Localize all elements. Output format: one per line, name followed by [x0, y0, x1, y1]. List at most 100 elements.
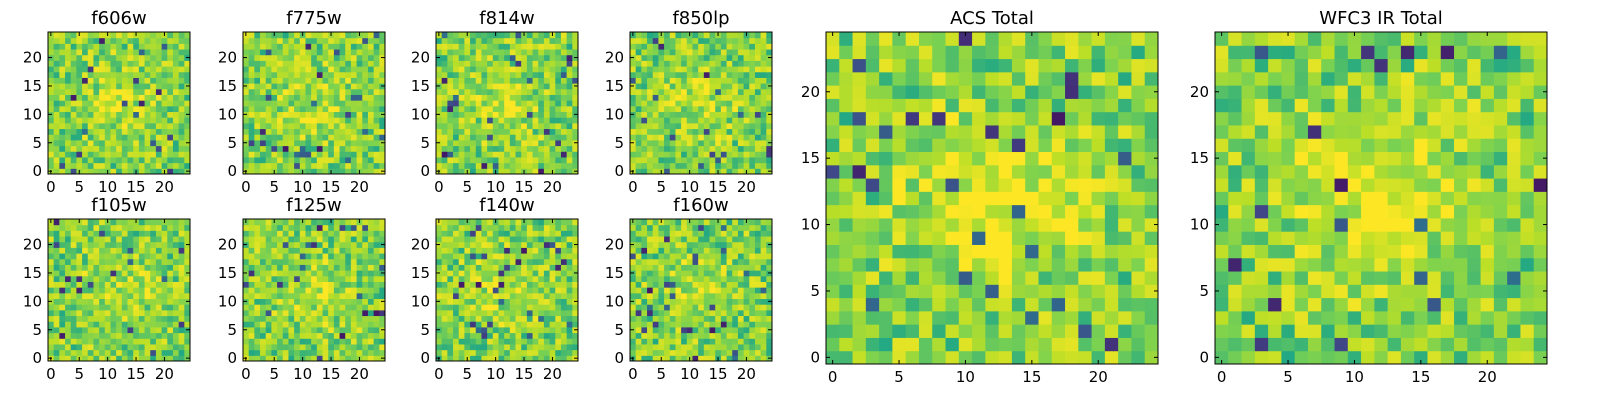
heatmap-cell: [161, 66, 168, 73]
heatmap-cell: [373, 247, 380, 254]
heatmap-cell: [367, 338, 375, 345]
heatmap-cell: [515, 247, 522, 254]
heatmap-cell: [70, 162, 77, 169]
heatmap-cell: [760, 60, 767, 67]
heatmap-cell: [543, 343, 551, 351]
heatmap-cell: [538, 349, 545, 356]
heatmap-cell: [121, 326, 129, 334]
heatmap-cell: [99, 32, 106, 39]
heatmap-cell: [248, 258, 255, 265]
heatmap-cell: [76, 43, 83, 50]
heatmap-cell: [754, 71, 762, 78]
heatmap-cell: [743, 77, 750, 84]
heatmap-cell: [692, 43, 699, 50]
heatmap-cell: [70, 241, 77, 248]
heatmap-cell: [692, 60, 699, 67]
heatmap-cell: [127, 43, 134, 50]
heatmap-cell: [669, 111, 676, 118]
heatmap-cell: [82, 281, 89, 288]
heatmap-cell: [373, 117, 380, 124]
heatmap-cell: [133, 88, 140, 95]
heatmap-cell: [515, 37, 522, 44]
heatmap-cell: [698, 71, 705, 78]
heatmap-cell: [350, 83, 358, 90]
heatmap-cell: [766, 292, 773, 300]
heatmap-cell: [254, 343, 261, 351]
heatmap-cell: [48, 88, 55, 95]
heatmap-cell: [549, 236, 556, 243]
heatmap-cell: [367, 219, 375, 226]
heatmap-cell: [345, 281, 352, 288]
heatmap-cell: [521, 332, 528, 339]
heatmap-cell: [271, 304, 278, 311]
heatmap-cell: [150, 224, 157, 231]
heatmap-cell: [726, 298, 733, 305]
heatmap-cell: [560, 32, 568, 39]
heatmap-cell: [766, 309, 773, 317]
heatmap-cell: [362, 309, 369, 317]
heatmap-cell: [538, 292, 545, 300]
heatmap-cell: [720, 343, 728, 351]
heatmap-cell: [464, 241, 471, 248]
heatmap-cell: [288, 156, 295, 164]
heatmap-cell: [93, 111, 100, 118]
heatmap-cell: [184, 253, 191, 260]
heatmap-cell: [715, 77, 722, 84]
heatmap-cell: [167, 219, 174, 226]
heatmap-cell: [737, 151, 745, 158]
heatmap-cell: [294, 43, 301, 50]
heatmap-cell: [709, 37, 716, 44]
heatmap-cell: [294, 247, 301, 254]
heatmap-cell: [447, 326, 454, 334]
heatmap-cell: [339, 275, 346, 282]
heatmap-cell: [339, 292, 346, 300]
heatmap-cell: [720, 304, 728, 311]
heatmap-cell: [150, 88, 157, 95]
heatmap-cell: [288, 37, 295, 44]
heatmap-cell: [99, 270, 106, 277]
heatmap-cell: [65, 111, 72, 118]
heatmap-cell: [498, 105, 505, 113]
heatmap-cell: [475, 49, 482, 56]
x-tick-label: 10: [680, 178, 699, 196]
heatmap-cell: [82, 139, 89, 147]
heatmap-cell: [715, 151, 722, 158]
heatmap-cell: [121, 315, 129, 322]
heatmap-cell: [59, 88, 66, 95]
heatmap-cell: [664, 117, 671, 124]
heatmap-cell: [356, 88, 363, 95]
heatmap-cell: [458, 94, 465, 101]
heatmap-cell: [555, 105, 562, 113]
heatmap-cell: [328, 326, 335, 334]
heatmap-cell: [350, 264, 358, 271]
heatmap-cell: [333, 355, 341, 362]
heatmap-cell: [116, 247, 123, 254]
heatmap-cell: [316, 145, 324, 152]
heatmap-cell: [436, 77, 443, 84]
heatmap-cell: [555, 270, 562, 277]
heatmap-cell: [271, 83, 278, 90]
heatmap-cell: [48, 60, 55, 67]
heatmap-cell: [362, 139, 369, 147]
heatmap-cell: [155, 162, 163, 169]
heatmap-cell: [720, 292, 728, 300]
heatmap-cell: [367, 326, 375, 334]
heatmap-cell: [127, 343, 134, 351]
heatmap-cell: [481, 37, 488, 44]
heatmap-cell: [333, 332, 341, 339]
heatmap-cell: [453, 326, 460, 334]
heatmap-cell: [155, 54, 163, 61]
heatmap-cell: [248, 236, 255, 243]
heatmap-cell: [328, 287, 335, 294]
heatmap-cell: [572, 128, 579, 135]
y-tick-label: 0: [32, 162, 42, 180]
heatmap-cell: [345, 355, 352, 362]
heatmap-cell: [715, 117, 722, 124]
heatmap-cell: [333, 71, 341, 78]
heatmap-cell: [647, 326, 654, 334]
heatmap-cell: [664, 349, 671, 356]
heatmap-cell: [464, 162, 471, 169]
heatmap-cell: [669, 94, 676, 101]
heatmap-cell: [265, 219, 272, 226]
heatmap-cell: [447, 275, 454, 282]
